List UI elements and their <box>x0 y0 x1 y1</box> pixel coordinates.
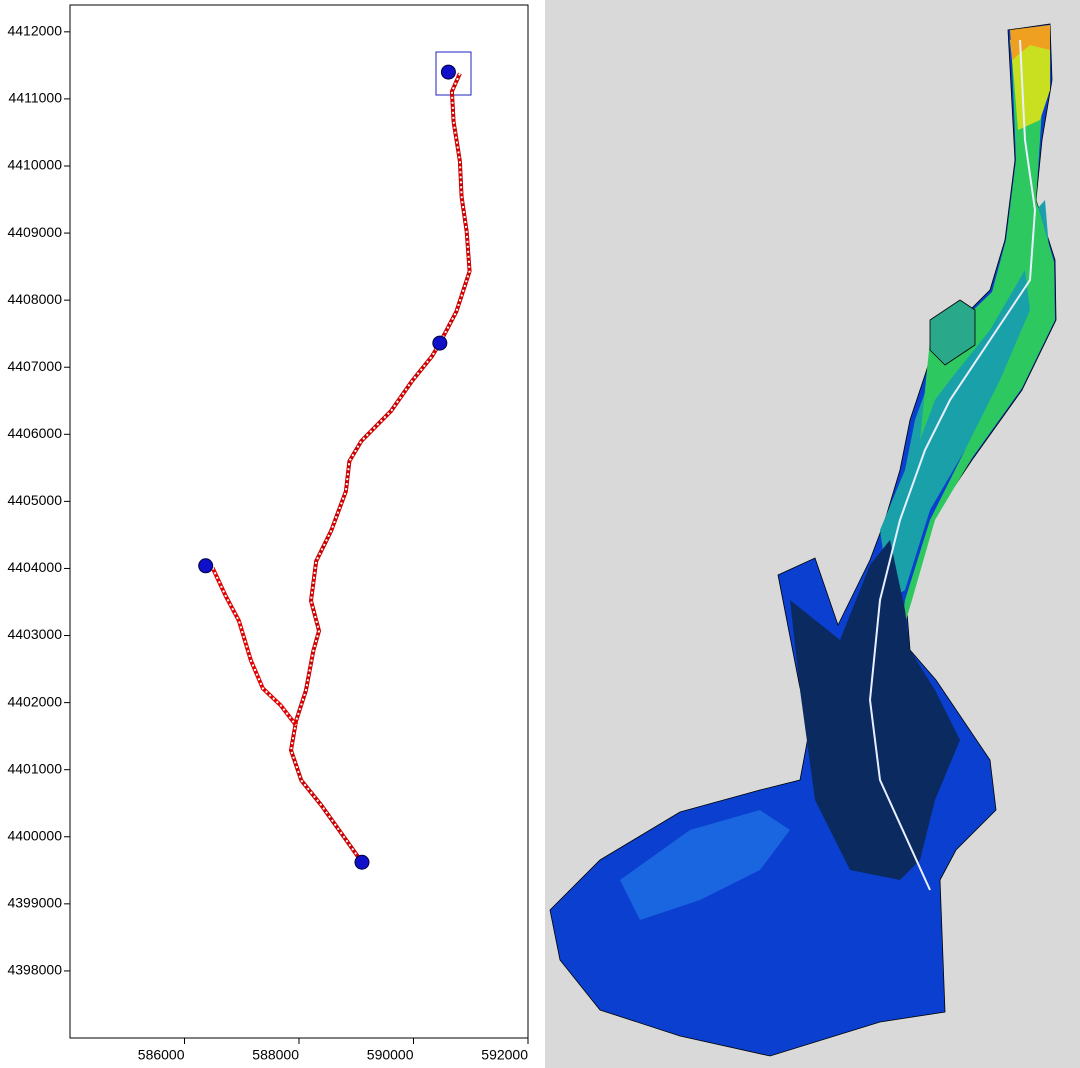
y-tick-label: 4403000 <box>7 626 62 642</box>
y-tick-label: 4401000 <box>7 760 62 776</box>
y-tick-label: 4398000 <box>7 962 62 978</box>
y-tick-label: 4402000 <box>7 693 62 709</box>
y-tick-label: 4405000 <box>7 492 62 508</box>
junction-node <box>441 65 455 79</box>
junction-node <box>433 336 447 350</box>
y-tick-label: 4404000 <box>7 559 62 575</box>
x-tick-label: 588000 <box>252 1047 299 1063</box>
y-tick-label: 4407000 <box>7 358 62 374</box>
y-tick-label: 4406000 <box>7 425 62 441</box>
x-tick-label: 590000 <box>367 1047 414 1063</box>
x-tick-label: 586000 <box>138 1047 185 1063</box>
x-tick-label: 592000 <box>481 1047 528 1063</box>
junction-node <box>199 559 213 573</box>
page: {"chart_data": { "type": "line", "xlim":… <box>0 0 1080 1068</box>
y-tick-label: 4411000 <box>9 90 63 106</box>
y-tick-label: 4412000 <box>7 23 62 39</box>
y-tick-label: 4408000 <box>7 291 62 307</box>
y-tick-label: 4400000 <box>7 827 62 843</box>
screen: 4398000 4399000 4400000 4401000 4402000 44030… <box>0 0 1080 1068</box>
junction-node <box>355 855 369 869</box>
y-tick-label: 4399000 <box>7 895 62 911</box>
y-tick-label: 4410000 <box>7 157 62 173</box>
y-tick-label: 4409000 <box>7 224 62 240</box>
